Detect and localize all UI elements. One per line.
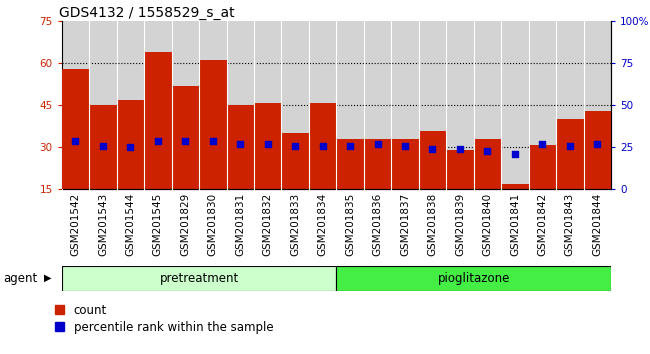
- Text: GSM201843: GSM201843: [565, 193, 575, 256]
- Text: GSM201838: GSM201838: [428, 193, 437, 256]
- Point: [345, 143, 356, 149]
- Bar: [281, 133, 309, 189]
- Text: pioglitazone: pioglitazone: [437, 272, 510, 285]
- Point: [235, 141, 246, 147]
- Text: GSM201834: GSM201834: [318, 193, 328, 256]
- Bar: [528, 144, 556, 189]
- Text: GSM201835: GSM201835: [345, 193, 355, 256]
- Bar: [117, 100, 144, 189]
- Legend: count, percentile rank within the sample: count, percentile rank within the sample: [55, 304, 273, 333]
- Bar: [584, 111, 611, 189]
- Text: GSM201836: GSM201836: [372, 193, 383, 256]
- Text: GSM201543: GSM201543: [98, 193, 108, 256]
- Text: GSM201544: GSM201544: [125, 193, 135, 256]
- Point: [565, 143, 575, 149]
- Point: [510, 151, 520, 157]
- Bar: [419, 131, 446, 189]
- Text: GSM201832: GSM201832: [263, 193, 273, 256]
- Text: GSM201837: GSM201837: [400, 193, 410, 256]
- Bar: [89, 105, 117, 189]
- Point: [125, 144, 136, 150]
- Bar: [309, 103, 337, 189]
- Point: [180, 138, 190, 143]
- Point: [455, 146, 465, 152]
- Bar: [144, 52, 172, 189]
- Bar: [199, 61, 227, 189]
- Point: [317, 143, 328, 149]
- Text: GSM201840: GSM201840: [482, 193, 493, 256]
- Point: [290, 143, 300, 149]
- Bar: [337, 139, 364, 189]
- Text: GSM201841: GSM201841: [510, 193, 520, 256]
- Bar: [62, 69, 89, 189]
- Point: [592, 141, 603, 147]
- Bar: [227, 105, 254, 189]
- Point: [153, 138, 163, 143]
- Bar: [364, 139, 391, 189]
- Bar: [172, 86, 199, 189]
- Text: GSM201839: GSM201839: [455, 193, 465, 256]
- Text: ▶: ▶: [44, 273, 52, 283]
- Text: GSM201831: GSM201831: [235, 193, 245, 256]
- Bar: [556, 119, 584, 189]
- Text: GSM201830: GSM201830: [208, 193, 218, 256]
- Text: GSM201833: GSM201833: [290, 193, 300, 256]
- Point: [263, 141, 273, 147]
- Text: agent: agent: [3, 272, 38, 285]
- Point: [70, 138, 81, 143]
- Text: GSM201542: GSM201542: [70, 193, 81, 256]
- Bar: [474, 139, 501, 189]
- Point: [98, 143, 108, 149]
- Point: [400, 143, 410, 149]
- Point: [427, 146, 437, 152]
- Text: GSM201842: GSM201842: [538, 193, 547, 256]
- Point: [207, 138, 218, 143]
- Bar: [391, 139, 419, 189]
- FancyBboxPatch shape: [337, 266, 611, 291]
- Bar: [501, 184, 528, 189]
- Text: GSM201829: GSM201829: [180, 193, 190, 256]
- Point: [372, 141, 383, 147]
- Text: GSM201844: GSM201844: [592, 193, 603, 256]
- Text: GSM201545: GSM201545: [153, 193, 163, 256]
- Point: [482, 148, 493, 154]
- FancyBboxPatch shape: [62, 266, 337, 291]
- Bar: [254, 103, 281, 189]
- Text: GDS4132 / 1558529_s_at: GDS4132 / 1558529_s_at: [59, 6, 235, 20]
- Bar: [446, 150, 474, 189]
- Point: [537, 141, 547, 147]
- Text: pretreatment: pretreatment: [159, 272, 239, 285]
